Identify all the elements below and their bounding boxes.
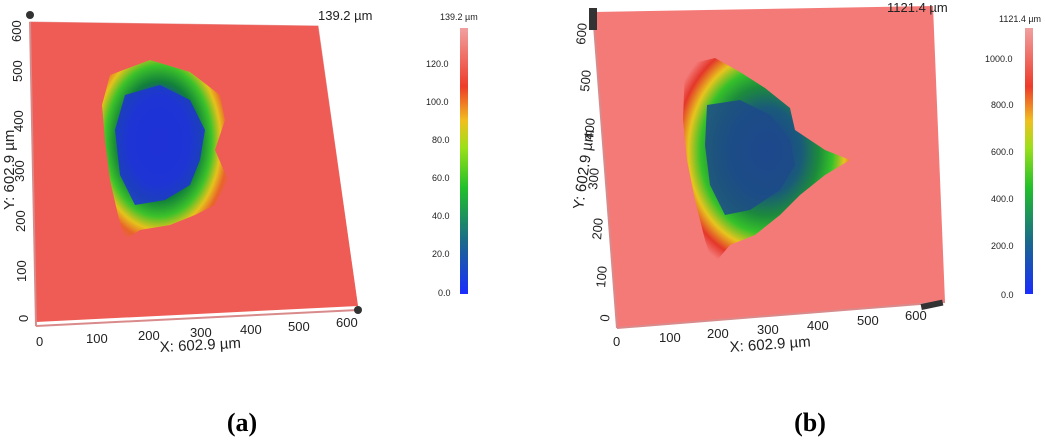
x-axis-label-b: X: 602.9 µm bbox=[729, 333, 811, 356]
x-tick: 500 bbox=[288, 319, 310, 334]
y-tick: 100 bbox=[593, 265, 610, 288]
x-axis-end-b bbox=[920, 299, 944, 311]
panel-b: 0 100 200 300 400 500 600 X: 602.9 µm 0 … bbox=[565, 0, 1045, 446]
x-tick: 0 bbox=[613, 334, 620, 349]
y-tick: 300 bbox=[12, 160, 27, 182]
x-tick: 100 bbox=[86, 331, 108, 346]
x-tick: 400 bbox=[807, 318, 829, 333]
x-axis-end-a bbox=[354, 306, 362, 314]
colorbar-tick: 120.0 bbox=[426, 59, 449, 69]
y-tick: 500 bbox=[577, 69, 594, 92]
pit-core-b bbox=[705, 100, 795, 215]
colorbar-title-a: 139.2 µm bbox=[440, 12, 478, 22]
y-tick: 600 bbox=[9, 20, 24, 42]
colorbar-a bbox=[460, 28, 468, 294]
y-tick: 0 bbox=[597, 314, 613, 323]
x-tick: 100 bbox=[659, 330, 681, 345]
pit-core-a bbox=[115, 85, 205, 205]
panel-a: 0 100 200 300 400 500 600 X: 602.9 µm 0 … bbox=[1, 8, 478, 437]
x-tick: 200 bbox=[138, 328, 160, 343]
surface-plot-b: 0 100 200 300 400 500 600 X: 602.9 µm 0 … bbox=[570, 0, 1041, 356]
colorbar-tick: 600.0 bbox=[991, 147, 1014, 157]
y-tick: 200 bbox=[13, 210, 28, 232]
y-axis-b bbox=[592, 11, 618, 329]
x-tick: 0 bbox=[36, 334, 43, 349]
y-tick: 600 bbox=[573, 22, 590, 45]
colorbar-b bbox=[1025, 28, 1033, 294]
y-tick: 200 bbox=[589, 217, 606, 240]
x-axis-b bbox=[616, 301, 946, 329]
y-axis-end-a bbox=[26, 11, 34, 19]
y-axis-a bbox=[29, 21, 37, 327]
colorbar-tick: 800.0 bbox=[991, 100, 1014, 110]
colorbar-tick: 40.0 bbox=[432, 211, 450, 221]
y-tick: 500 bbox=[10, 60, 25, 82]
x-tick: 600 bbox=[336, 315, 358, 330]
x-tick: 200 bbox=[707, 326, 729, 341]
max-label-b: 1121.4 µm bbox=[887, 0, 948, 15]
colorbar-tick: 60.0 bbox=[432, 173, 450, 183]
colorbar-tick: 80.0 bbox=[432, 135, 450, 145]
colorbar-tick: 1000.0 bbox=[985, 54, 1013, 64]
x-axis-a bbox=[35, 309, 359, 327]
y-tick: 300 bbox=[585, 167, 602, 190]
colorbar-tick: 20.0 bbox=[432, 249, 450, 259]
colorbar-tick: 400.0 bbox=[991, 194, 1014, 204]
y-tick: 0 bbox=[16, 315, 31, 322]
caption-b: (b) bbox=[794, 408, 826, 437]
x-tick: 500 bbox=[857, 313, 879, 328]
caption-a: (a) bbox=[226, 408, 258, 437]
max-label-a: 139.2 µm bbox=[318, 8, 372, 23]
x-tick: 600 bbox=[905, 308, 927, 323]
x-axis-label-a: X: 602.9 µm bbox=[159, 335, 241, 356]
y-tick: 400 bbox=[11, 110, 26, 132]
colorbar-tick: 200.0 bbox=[991, 241, 1014, 251]
y-tick: 400 bbox=[581, 117, 598, 140]
y-tick: 100 bbox=[14, 260, 29, 282]
surface-plot-a: 0 100 200 300 400 500 600 X: 602.9 µm 0 … bbox=[1, 8, 478, 356]
x-tick: 400 bbox=[240, 322, 262, 337]
colorbar-title-b: 1121.4 µm bbox=[999, 14, 1041, 24]
x-tick: 300 bbox=[757, 322, 779, 337]
y-axis-label-a: Y: 602.9 µm bbox=[1, 130, 18, 210]
x-tick: 300 bbox=[190, 325, 212, 340]
y-axis-end-b bbox=[589, 8, 597, 30]
colorbar-tick: 100.0 bbox=[426, 97, 449, 107]
colorbar-tick: 0.0 bbox=[1001, 290, 1014, 300]
colorbar-tick: 0.0 bbox=[438, 288, 451, 298]
